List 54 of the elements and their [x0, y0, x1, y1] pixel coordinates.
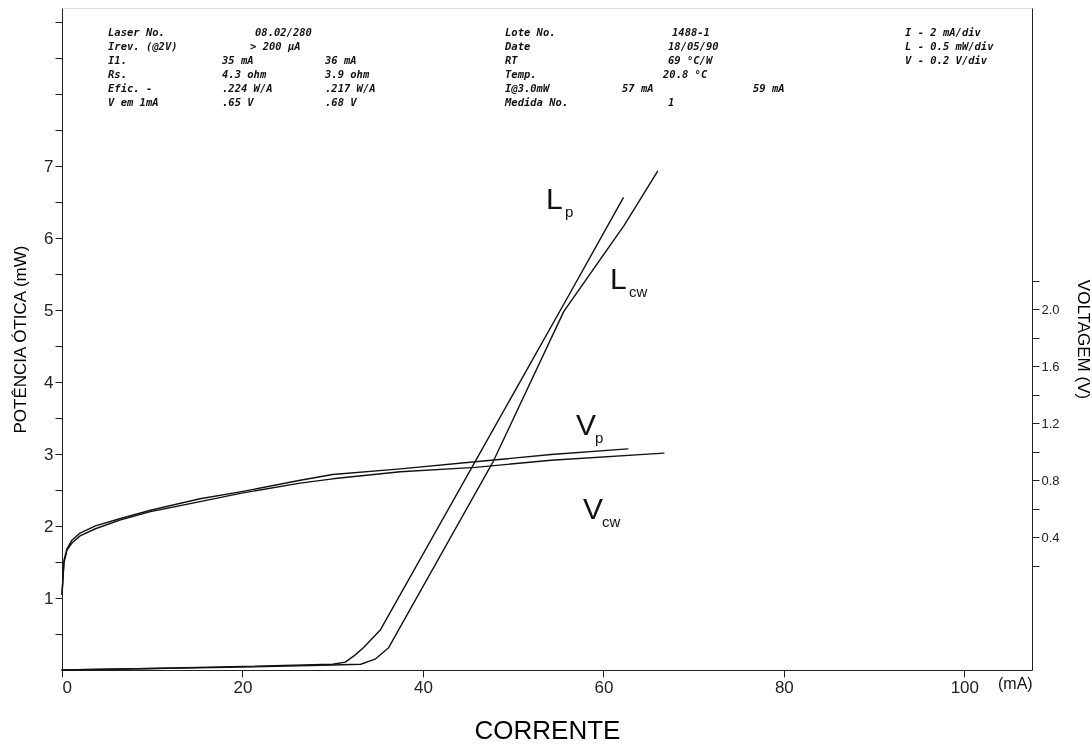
- y-tick-label: 2: [44, 516, 54, 536]
- annotation: Irev. (@2V): [108, 40, 178, 52]
- y2-tick-label: 1.6: [1041, 358, 1060, 374]
- x-tick-label: 0: [62, 677, 72, 697]
- annotation: 4.3 ohm: [222, 68, 267, 80]
- annotation: 59 mA: [753, 82, 785, 94]
- y-tick-label: 7: [44, 156, 54, 176]
- annotation: 57 mA: [622, 82, 654, 94]
- annotation: V em 1mA: [108, 96, 159, 108]
- annotation: .65 V: [222, 96, 255, 108]
- annotation: 1: [668, 96, 675, 108]
- annotation: I1.: [108, 54, 127, 66]
- annotation: 18/05/90: [668, 40, 719, 52]
- annotation: I@3.0mW: [505, 82, 551, 94]
- annotation: Efic. -: [108, 82, 153, 94]
- annotation: V - 0.2 V/div: [905, 54, 988, 66]
- y-tick-label: 4: [44, 372, 54, 392]
- annotation: .224 W/A: [222, 82, 273, 94]
- annotation: 69 °C/W: [668, 54, 714, 66]
- annotation: 36 mA: [324, 54, 357, 66]
- annotation: Laser No.: [108, 26, 165, 38]
- x-tick-label: 100: [950, 677, 980, 697]
- annotation: Rs.: [108, 68, 127, 80]
- x-tick-label: 20: [233, 677, 253, 697]
- annotation: Date: [504, 40, 531, 52]
- y-axis-title: POTÊNCIA ÓTICA (mW): [11, 245, 31, 434]
- x-tick-label: 40: [413, 677, 433, 697]
- annotation: L - 0.5 mW/div: [905, 40, 995, 52]
- annotation: RT: [505, 54, 519, 66]
- y2-tick-label: 0.8: [1041, 472, 1060, 488]
- annotation: 08.02/280: [255, 26, 312, 38]
- annotation: 3.9 ohm: [324, 68, 370, 80]
- x-tick-label: 60: [594, 677, 614, 697]
- y2-tick-label: 0.4: [1041, 529, 1060, 545]
- annotation: .217 W/A: [325, 82, 376, 94]
- y-tick-label: 6: [44, 228, 54, 248]
- annotation: Lote No.: [505, 26, 556, 38]
- annotation: I - 2 mA/div: [905, 26, 982, 38]
- y-tick-label: 5: [44, 300, 54, 320]
- annotation: 20.8 °C: [662, 68, 708, 80]
- y-tick-label: 1: [44, 588, 54, 608]
- y2-tick-label: 1.2: [1041, 415, 1060, 431]
- annotation: Medida No.: [504, 96, 569, 108]
- annotation: Temp.: [505, 68, 537, 80]
- annotation: 1488-1: [672, 26, 710, 38]
- x-tick-label: 80: [774, 677, 794, 697]
- annotation: .68 V: [325, 96, 358, 108]
- annotation: 35 mA: [221, 54, 254, 66]
- text: (mA): [998, 675, 1033, 692]
- y2-axis-title: VOLTAGEM (V): [1073, 279, 1092, 400]
- x-axis-title: CORRENTE: [474, 714, 621, 745]
- y-tick-label: 3: [44, 444, 54, 464]
- y2-tick-label: 2.0: [1041, 301, 1060, 317]
- annotation: > 200 µA: [250, 40, 301, 52]
